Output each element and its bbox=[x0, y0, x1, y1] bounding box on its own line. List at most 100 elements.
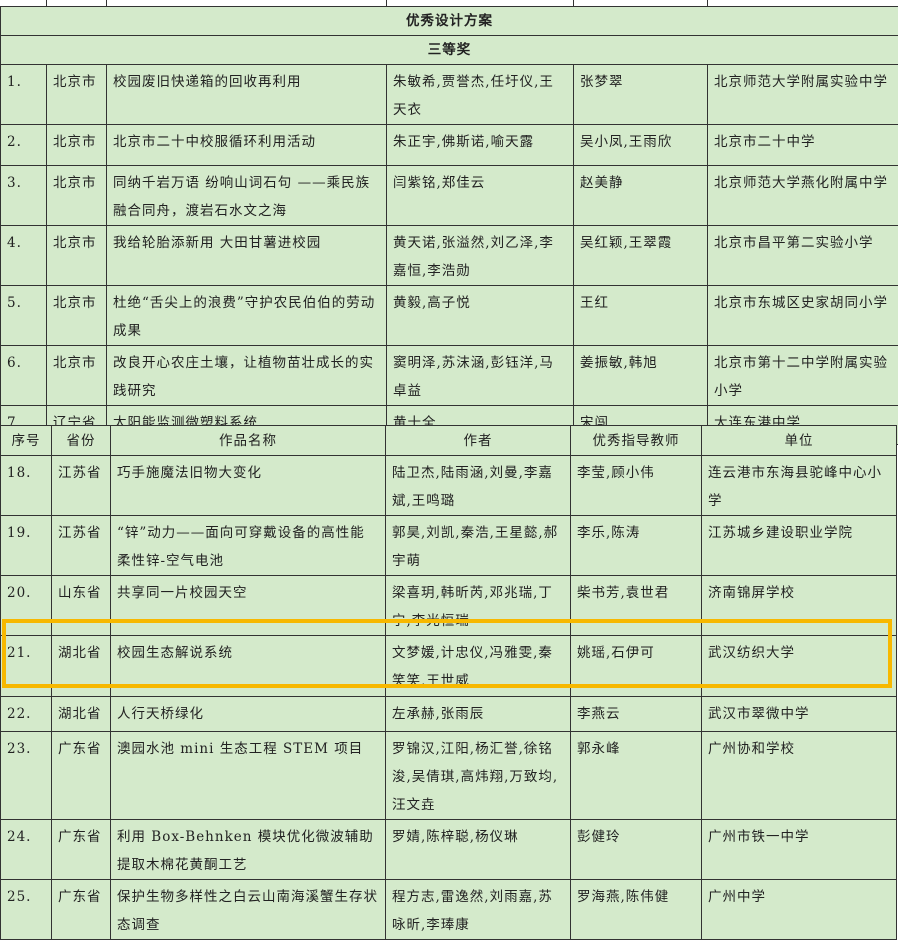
cell-no: 1. bbox=[1, 65, 47, 125]
cell-authors: 朱正宇,佛斯诺,喻天露 bbox=[387, 125, 574, 166]
cell-teacher: 王红 bbox=[574, 286, 708, 346]
cell-unit: 武汉市翠微中学 bbox=[702, 697, 897, 732]
cell-authors: 郭昊,刘凯,秦浩,王星懿,郝宇萌 bbox=[386, 516, 571, 576]
table-row: 22.湖北省人行天桥绿化左承赫,张雨辰李燕云武汉市翠微中学 bbox=[1, 697, 897, 732]
table-row: 4.北京市我给轮胎添新用 大田甘薯进校园黄天诺,张溢然,刘乙泽,李嘉恒,李浩勋吴… bbox=[1, 226, 898, 286]
cell-authors: 朱敏希,贾誉杰,任圩仪,王天衣 bbox=[387, 65, 574, 125]
table-row: 20.山东省共享同一片校园天空梁喜玥,韩昕芮,邓兆瑞,丁宁,李光恒瑞柴书芳,袁世… bbox=[1, 576, 897, 636]
table-title: 优秀设计方案 bbox=[1, 7, 898, 36]
cell-work: 北京市二十中校服循环利用活动 bbox=[107, 125, 387, 166]
cell-authors: 黄天诺,张溢然,刘乙泽,李嘉恒,李浩勋 bbox=[387, 226, 574, 286]
cell-no: 18. bbox=[1, 456, 52, 516]
cell-province: 北京市 bbox=[47, 226, 107, 286]
cell-unit: 北京师范大学燕化附属中学 bbox=[708, 166, 898, 226]
table-row: 25.广东省保护生物多样性之白云山南海溪蟹生存状态调查程方志,雷逸然,刘雨嘉,苏… bbox=[1, 880, 897, 940]
cell-province: 北京市 bbox=[47, 65, 107, 125]
cell-no: 3. bbox=[1, 166, 47, 226]
cell-teacher: 柴书芳,袁世君 bbox=[571, 576, 702, 636]
cell-work: 我给轮胎添新用 大田甘薯进校园 bbox=[107, 226, 387, 286]
cell-province: 广东省 bbox=[52, 880, 111, 940]
table-row: 24.广东省利用 Box-Behnken 模块优化微波辅助提取木棉花黄酮工艺罗婧… bbox=[1, 820, 897, 880]
cell-authors: 程方志,雷逸然,刘雨嘉,苏咏昕,李琫康 bbox=[386, 880, 571, 940]
cell-teacher: 李燕云 bbox=[571, 697, 702, 732]
cell-teacher: 郭永峰 bbox=[571, 732, 702, 820]
cell-no: 20. bbox=[1, 576, 52, 636]
cell-unit: 济南锦屏学校 bbox=[702, 576, 897, 636]
cell-teacher: 李乐,陈涛 bbox=[571, 516, 702, 576]
table-row: 2.北京市北京市二十中校服循环利用活动朱正宇,佛斯诺,喻天露吴小凤,王雨欣北京市… bbox=[1, 125, 898, 166]
cell-work: 共享同一片校园天空 bbox=[111, 576, 386, 636]
cell-authors: 罗婧,陈梓聪,杨仪琳 bbox=[386, 820, 571, 880]
cell-authors: 窦明泽,苏沫涵,彭钰洋,马卓益 bbox=[387, 346, 574, 406]
cell-teacher: 罗海燕,陈伟健 bbox=[571, 880, 702, 940]
cell-authors: 陆卫杰,陆雨涵,刘曼,李嘉斌,王鸣璐 bbox=[386, 456, 571, 516]
cell-no: 19. bbox=[1, 516, 52, 576]
table-row: 18.江苏省巧手施魔法旧物大变化陆卫杰,陆雨涵,刘曼,李嘉斌,王鸣璐李莹,顾小伟… bbox=[1, 456, 897, 516]
cell-teacher: 李莹,顾小伟 bbox=[571, 456, 702, 516]
cell-no: 25. bbox=[1, 880, 52, 940]
cell-teacher: 赵美静 bbox=[574, 166, 708, 226]
cell-teacher: 吴红颖,王翠霞 bbox=[574, 226, 708, 286]
cell-work: “锌”动力——面向可穿戴设备的高性能柔性锌-空气电池 bbox=[111, 516, 386, 576]
cell-province: 北京市 bbox=[47, 346, 107, 406]
cell-unit: 武汉纺织大学 bbox=[702, 636, 897, 697]
cell-authors: 罗锦汉,江阳,杨汇誉,徐铭浚,吴倩琪,高炜翔,万致均,汪文垚 bbox=[386, 732, 571, 820]
award-table-top: 优秀设计方案 三等奖 1.北京市校园废旧快递箱的回收再利用朱敏希,贾誉杰,任圩仪… bbox=[0, 6, 898, 445]
header-row: 序号 省份 作品名称 作者 优秀指导教师 单位 bbox=[1, 426, 897, 456]
cell-authors: 左承赫,张雨辰 bbox=[386, 697, 571, 732]
cell-work: 同纳千岩万语 纷响山词石句 ——乘民族融合同舟，渡岩石水文之海 bbox=[107, 166, 387, 226]
header-no: 序号 bbox=[1, 426, 52, 456]
cell-work: 澳园水池 mini 生态工程 STEM 项目 bbox=[111, 732, 386, 820]
table-row: 3.北京市同纳千岩万语 纷响山词石句 ——乘民族融合同舟，渡岩石水文之海闫紫铭,… bbox=[1, 166, 898, 226]
table-row: 5.北京市杜绝“舌尖上的浪费”守护农民伯伯的劳动成果黄毅,高子悦王红北京市东城区… bbox=[1, 286, 898, 346]
cell-province: 广东省 bbox=[52, 820, 111, 880]
award-table-bottom: 序号 省份 作品名称 作者 优秀指导教师 单位 18.江苏省巧手施魔法旧物大变化… bbox=[0, 425, 897, 940]
cell-teacher: 姚瑶,石伊可 bbox=[571, 636, 702, 697]
cell-province: 北京市 bbox=[47, 286, 107, 346]
cell-province: 湖北省 bbox=[52, 697, 111, 732]
cell-work: 改良开心农庄土壤，让植物苗壮成长的实践研究 bbox=[107, 346, 387, 406]
table-row: 23.广东省澳园水池 mini 生态工程 STEM 项目罗锦汉,江阳,杨汇誉,徐… bbox=[1, 732, 897, 820]
header-work: 作品名称 bbox=[111, 426, 386, 456]
table-row: 1.北京市校园废旧快递箱的回收再利用朱敏希,贾誉杰,任圩仪,王天衣张梦翠北京师范… bbox=[1, 65, 898, 125]
cell-no: 23. bbox=[1, 732, 52, 820]
cell-no: 22. bbox=[1, 697, 52, 732]
cell-province: 北京市 bbox=[47, 125, 107, 166]
cell-unit: 北京市二十中学 bbox=[708, 125, 898, 166]
cell-work: 校园废旧快递箱的回收再利用 bbox=[107, 65, 387, 125]
cell-work: 人行天桥绿化 bbox=[111, 697, 386, 732]
cell-unit: 北京市东城区史家胡同小学 bbox=[708, 286, 898, 346]
cell-authors: 黄毅,高子悦 bbox=[387, 286, 574, 346]
cell-authors: 文梦媛,计忠仪,冯雅雯,秦笑笑,王世威 bbox=[386, 636, 571, 697]
cell-province: 湖北省 bbox=[52, 636, 111, 697]
cell-no: 24. bbox=[1, 820, 52, 880]
table-row: 21.湖北省校园生态解说系统文梦媛,计忠仪,冯雅雯,秦笑笑,王世威姚瑶,石伊可武… bbox=[1, 636, 897, 697]
cell-work: 保护生物多样性之白云山南海溪蟹生存状态调查 bbox=[111, 880, 386, 940]
cell-teacher: 姜振敏,韩旭 bbox=[574, 346, 708, 406]
cell-province: 江苏省 bbox=[52, 516, 111, 576]
cell-work: 利用 Box-Behnken 模块优化微波辅助提取木棉花黄酮工艺 bbox=[111, 820, 386, 880]
cell-no: 6. bbox=[1, 346, 47, 406]
table-row: 19.江苏省“锌”动力——面向可穿戴设备的高性能柔性锌-空气电池郭昊,刘凯,秦浩… bbox=[1, 516, 897, 576]
cell-unit: 广州市铁一中学 bbox=[702, 820, 897, 880]
cell-work: 杜绝“舌尖上的浪费”守护农民伯伯的劳动成果 bbox=[107, 286, 387, 346]
cell-work: 巧手施魔法旧物大变化 bbox=[111, 456, 386, 516]
cell-authors: 闫紫铭,郑佳云 bbox=[387, 166, 574, 226]
cell-authors: 梁喜玥,韩昕芮,邓兆瑞,丁宁,李光恒瑞 bbox=[386, 576, 571, 636]
cell-work: 校园生态解说系统 bbox=[111, 636, 386, 697]
cell-teacher: 张梦翠 bbox=[574, 65, 708, 125]
cell-unit: 北京师范大学附属实验中学 bbox=[708, 65, 898, 125]
cell-unit: 北京市昌平第二实验小学 bbox=[708, 226, 898, 286]
header-authors: 作者 bbox=[386, 426, 571, 456]
table-row: 6.北京市改良开心农庄土壤，让植物苗壮成长的实践研究窦明泽,苏沫涵,彭钰洋,马卓… bbox=[1, 346, 898, 406]
cell-province: 广东省 bbox=[52, 732, 111, 820]
header-teacher: 优秀指导教师 bbox=[571, 426, 702, 456]
cell-no: 21. bbox=[1, 636, 52, 697]
cell-province: 北京市 bbox=[47, 166, 107, 226]
cell-province: 山东省 bbox=[52, 576, 111, 636]
cell-no: 5. bbox=[1, 286, 47, 346]
cell-no: 2. bbox=[1, 125, 47, 166]
cell-unit: 江苏城乡建设职业学院 bbox=[702, 516, 897, 576]
cell-unit: 北京市第十二中学附属实验小学 bbox=[708, 346, 898, 406]
cell-teacher: 彭健玲 bbox=[571, 820, 702, 880]
